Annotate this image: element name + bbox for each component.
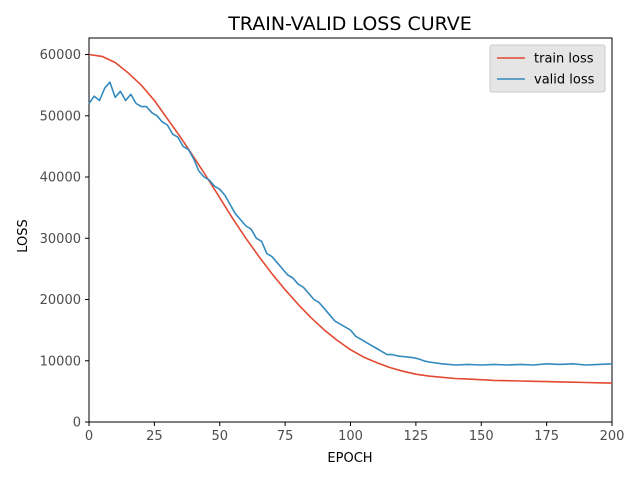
- x-tick-label: 50: [211, 429, 228, 444]
- y-tick-label: 40000: [40, 171, 81, 186]
- legend-box: [489, 44, 606, 93]
- x-tick-label: 200: [600, 429, 625, 444]
- legend-label-1: valid loss: [534, 73, 595, 88]
- x-tick-label: 150: [469, 429, 494, 444]
- x-tick-label: 75: [277, 429, 294, 444]
- legend-label-0: train loss: [534, 52, 594, 67]
- chart-title: TRAIN-VALID LOSS CURVE: [227, 13, 472, 35]
- y-axis-label: LOSS: [16, 219, 31, 253]
- y-tick-label: 20000: [40, 293, 81, 308]
- series-line-1: [88, 81, 613, 366]
- series-line-0: [88, 53, 613, 384]
- x-tick-label: 0: [85, 429, 93, 444]
- x-axis-label: EPOCH: [327, 451, 372, 466]
- plot-frame: [88, 37, 613, 423]
- y-tick-label: 30000: [40, 232, 81, 247]
- x-axis: 0 25 50 75 100 125 150 175 200: [85, 422, 625, 444]
- plot-area: [88, 37, 613, 423]
- x-tick-label: 25: [146, 429, 163, 444]
- y-tick-label: 10000: [40, 354, 81, 369]
- y-axis: 0 10000 20000 30000 40000 50000 60000: [40, 48, 89, 431]
- y-tick-label: 0: [73, 416, 81, 431]
- y-tick-label: 60000: [40, 48, 81, 63]
- x-tick-label: 125: [403, 429, 428, 444]
- x-tick-label: 100: [338, 429, 363, 444]
- x-tick-label: 175: [534, 429, 559, 444]
- legend: train loss valid loss: [489, 44, 606, 93]
- y-tick-label: 50000: [40, 109, 81, 124]
